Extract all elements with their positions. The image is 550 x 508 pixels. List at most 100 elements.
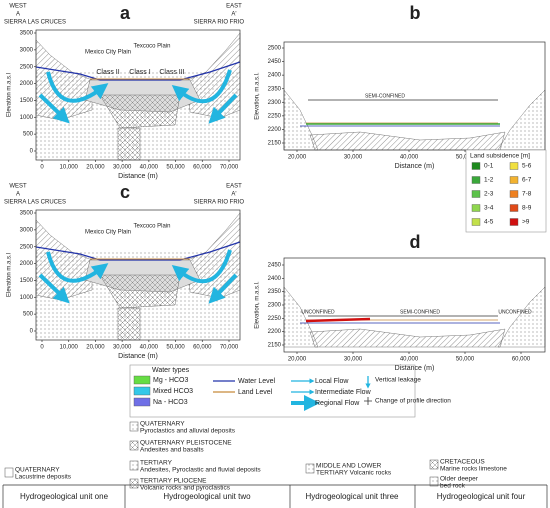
- panel-letter: d: [410, 232, 421, 252]
- x-tick-label: 20,000: [86, 165, 105, 171]
- point: A: [16, 12, 20, 18]
- cross-section-d: [283, 286, 546, 348]
- x-tick-label: 30,000: [113, 165, 132, 171]
- geology-desc: Pyroclastics and alluvial deposits: [140, 428, 236, 435]
- y-axis-label: Elevation, m.a.s.l.: [255, 72, 261, 120]
- panel-letter: c: [120, 182, 130, 202]
- geology-title: QUATERNARY PLEISTOCENE: [140, 440, 232, 447]
- geology-title: QUATERNARY: [15, 467, 60, 474]
- legend-label: 2-3: [484, 191, 494, 198]
- cross-section-a: [36, 33, 240, 160]
- legend-label: Local Flow: [315, 378, 349, 385]
- legend-label: Mg - HCO3: [153, 377, 189, 384]
- legend-label: 5-6: [522, 163, 532, 170]
- direction: WEST: [9, 184, 27, 190]
- unit-label: Hydrogeological unit two: [163, 492, 251, 501]
- direction: EAST: [226, 184, 242, 190]
- legend-swatch: [471, 204, 481, 212]
- y-tick-label: 2400: [268, 73, 282, 79]
- legend-label: Regional Flow: [315, 400, 360, 407]
- panel-letter: b: [410, 3, 421, 23]
- y-tick-label: 2350: [268, 289, 282, 295]
- geology-title: TERTIARY: [140, 460, 173, 467]
- point: A': [231, 12, 236, 18]
- legend-label: Vertical leakage: [375, 377, 421, 384]
- plot-frame: [283, 41, 546, 151]
- legend-swatch: [471, 190, 481, 198]
- x-axis-label: Distance (m): [395, 365, 435, 372]
- x-tick-label: 20,000: [288, 357, 307, 363]
- y-tick-label: 3500: [20, 211, 34, 217]
- geology-title: QUATERNARY: [140, 421, 185, 428]
- legend-box: [129, 364, 416, 418]
- y-tick-label: 2500: [20, 244, 34, 250]
- zone-label: SEMI-CONFINED: [365, 93, 405, 99]
- x-tick-label: 20,000: [86, 345, 105, 351]
- geology-desc: Marine rocks limestone: [440, 466, 507, 473]
- x-tick-label: 0: [40, 345, 44, 351]
- plain-label: Mexico City Plain: [85, 50, 131, 56]
- y-tick-label: 2150: [268, 343, 282, 349]
- x-axis-label: Distance (m): [395, 163, 435, 170]
- geology-desc: Andesites, Pyroclastic and fluvial depos…: [140, 467, 261, 474]
- y-tick-label: 2250: [268, 316, 282, 322]
- x-tick-label: 40,000: [400, 155, 419, 161]
- legend-label: Intermediate Flow: [315, 389, 372, 396]
- unit-label: Hydrogeological unit three: [306, 492, 399, 501]
- direction: EAST: [226, 4, 242, 10]
- geology-desc: TERTIARY Volcanic rocks: [316, 470, 392, 477]
- y-tick-label: 1500: [20, 278, 34, 284]
- legend-label: 7-8: [522, 191, 532, 198]
- x-tick-label: 10,000: [60, 165, 79, 171]
- y-tick-label: 2250: [268, 113, 282, 119]
- geology-swatch: [4, 467, 14, 478]
- y-tick-label: 1000: [20, 115, 34, 121]
- plain-label: Texcoco Plain: [133, 224, 170, 230]
- y-tick-label: 2500: [268, 46, 282, 52]
- legend-label: 1-2: [484, 177, 494, 184]
- cross-section-c: [36, 213, 240, 340]
- x-tick-label: 40,000: [140, 345, 159, 351]
- y-tick-label: 2200: [268, 329, 282, 335]
- y-tick-label: 0: [30, 329, 34, 335]
- x-tick-label: 60,000: [193, 345, 212, 351]
- unit-label: Hydrogeological unit four: [437, 492, 526, 501]
- unit-label: Hydrogeological unit one: [20, 492, 109, 501]
- legend-swatch: [471, 218, 481, 226]
- y-axis-label: Elevation, m.a.s.l.: [255, 281, 261, 329]
- y-tick-label: 2150: [268, 141, 282, 147]
- point: A: [16, 192, 20, 198]
- y-axis-label: Elevation m.a.s.l: [7, 253, 13, 297]
- y-tick-label: 2000: [20, 81, 34, 87]
- range: SIERRA RIO FRIO: [194, 200, 245, 206]
- geology-desc: bed rock: [440, 483, 466, 490]
- x-tick-label: 50,000: [456, 357, 475, 363]
- x-tick-label: 70,000: [220, 345, 239, 351]
- geology-desc: Andesites and basalts: [140, 447, 204, 454]
- plot-frame: [35, 29, 241, 161]
- legend-label: Mixed HCO3: [153, 388, 193, 395]
- geology-title: MIDDLE AND LOWER: [316, 463, 382, 470]
- range: SIERRA LAS CRUCES: [4, 20, 66, 26]
- x-tick-label: 40,000: [140, 165, 159, 171]
- legend-label: Na - HCO3: [153, 399, 188, 406]
- x-tick-label: 20,000: [288, 155, 307, 161]
- legend-swatch: [471, 162, 481, 170]
- x-tick-label: 50,000: [166, 165, 185, 171]
- point: A': [231, 192, 236, 198]
- legend-swatch: [509, 190, 519, 198]
- plot-frame: [35, 209, 241, 341]
- x-tick-label: 60,000: [512, 357, 531, 363]
- legend-label: 6-7: [522, 177, 532, 184]
- plain-label: Mexico City Plain: [85, 230, 131, 236]
- legend-swatch: [471, 176, 481, 184]
- zone-label: UNCONFINED: [498, 309, 532, 315]
- y-tick-label: 2450: [268, 263, 282, 269]
- class-label: Class III: [159, 69, 184, 76]
- legend-label: 8-9: [522, 205, 532, 212]
- x-tick-label: 70,000: [220, 165, 239, 171]
- geology-swatch: [429, 459, 439, 470]
- y-tick-label: 2200: [268, 127, 282, 133]
- x-tick-label: 60,000: [193, 165, 212, 171]
